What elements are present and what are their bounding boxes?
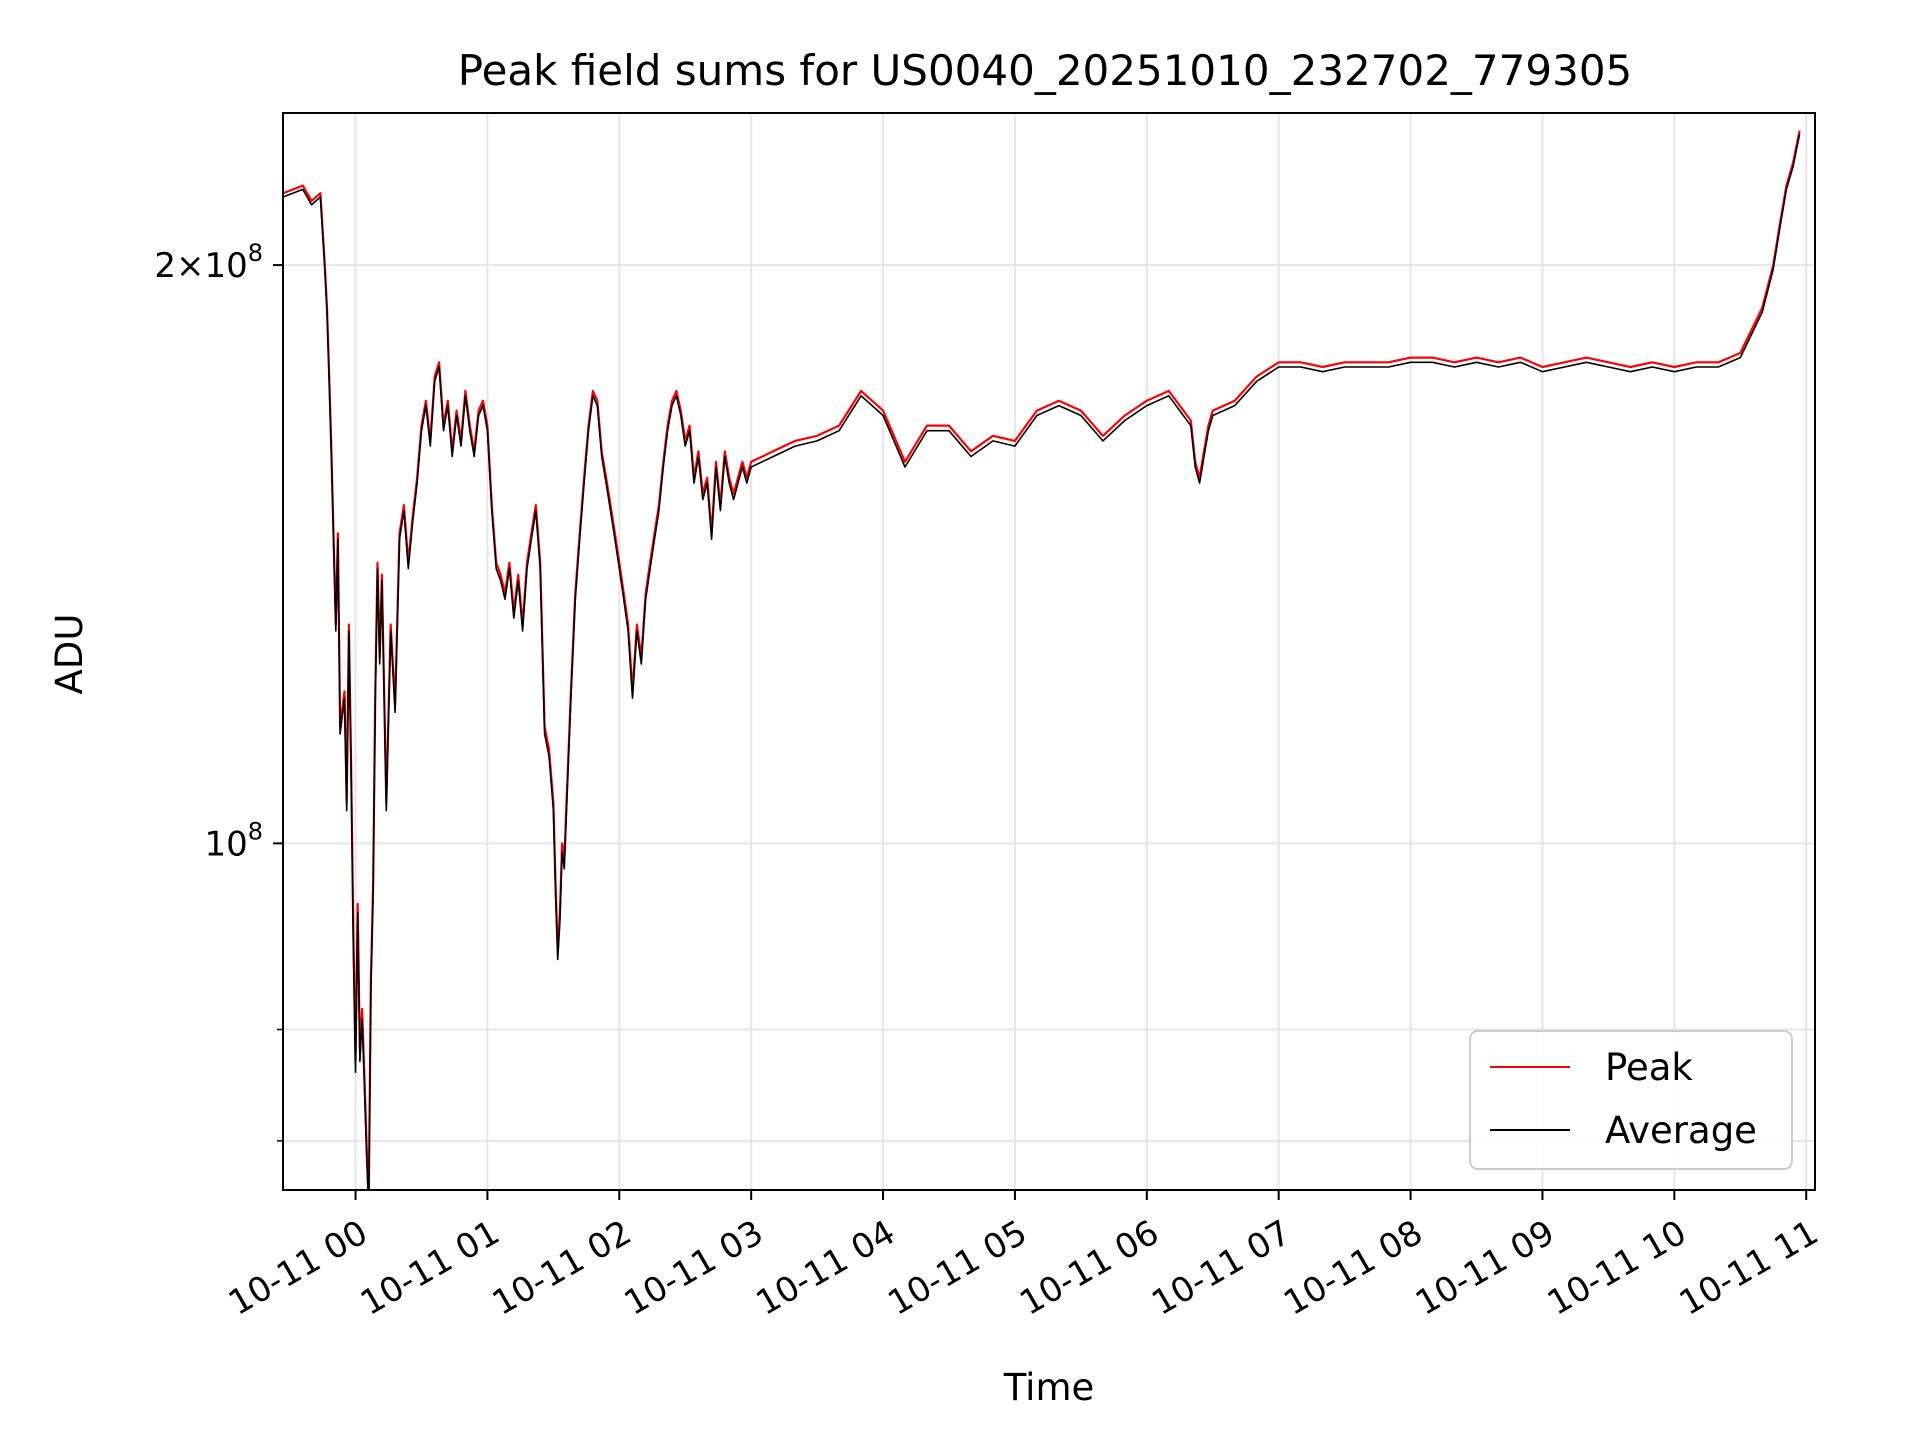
chart-title: Peak field sums for US0040_20251010_2327… bbox=[458, 46, 1633, 95]
y-tick-label: 108 bbox=[204, 817, 263, 864]
y-tick-exponent: 8 bbox=[248, 239, 263, 267]
y-tick-base: 2×10 bbox=[154, 246, 247, 286]
legend-label-peak: Peak bbox=[1605, 1046, 1693, 1089]
y-tick-exponent: 8 bbox=[248, 817, 263, 845]
legend-label-average: Average bbox=[1605, 1109, 1757, 1152]
chart-legend: Peak Average bbox=[1469, 1030, 1793, 1170]
y-axis-label: ADU bbox=[48, 614, 91, 695]
series-line-average bbox=[283, 133, 1801, 1190]
plot-series bbox=[283, 130, 1801, 1190]
grid-lines bbox=[283, 113, 1815, 1190]
y-tick-label: 2×108 bbox=[154, 239, 263, 286]
x-axis-label: Time bbox=[1003, 1366, 1095, 1409]
y-tick-base: 10 bbox=[204, 824, 247, 864]
legend-box bbox=[1469, 1030, 1793, 1170]
plot-frame bbox=[282, 112, 1816, 1191]
